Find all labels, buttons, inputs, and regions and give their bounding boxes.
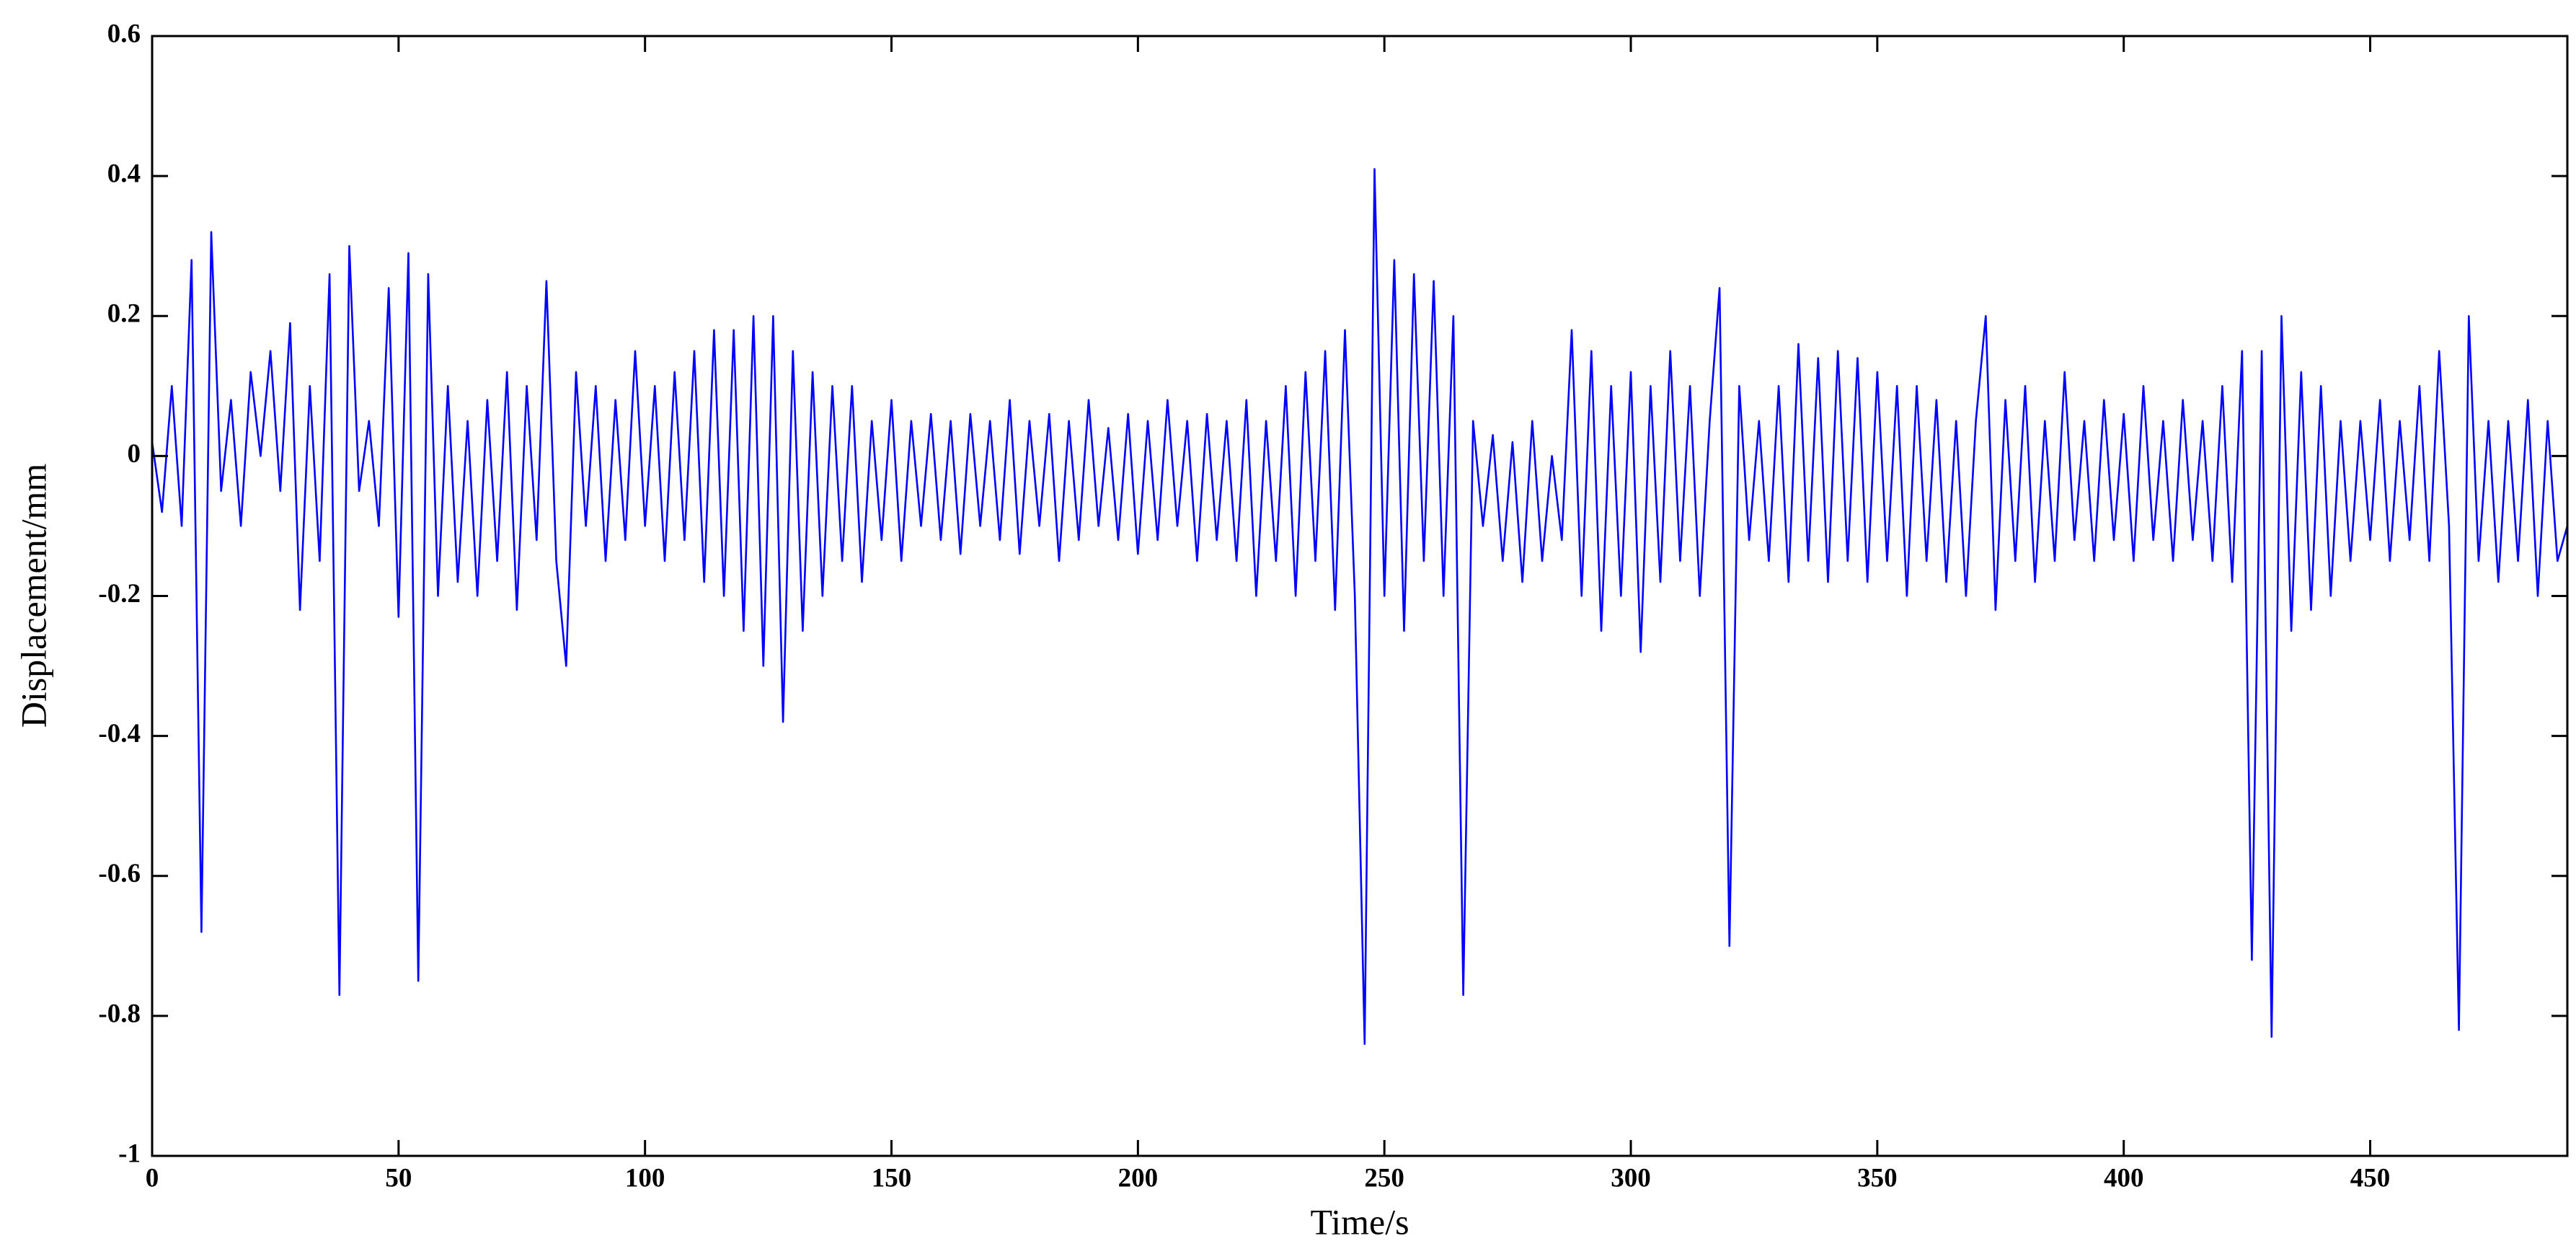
x-tick-label: 350 bbox=[1857, 1163, 1898, 1193]
y-tick-label: -0.4 bbox=[98, 719, 141, 748]
y-tick-label: -1 bbox=[118, 1139, 141, 1168]
x-tick-label: 250 bbox=[1364, 1163, 1404, 1193]
x-tick-label: 150 bbox=[872, 1163, 912, 1193]
x-axis-label: Time/s bbox=[1310, 1201, 1409, 1242]
y-tick-label: -0.2 bbox=[98, 579, 141, 609]
x-tick-label: 50 bbox=[385, 1163, 412, 1193]
x-tick-label: 100 bbox=[625, 1163, 665, 1193]
x-tick-label: 450 bbox=[2350, 1163, 2391, 1193]
y-tick-label: -0.8 bbox=[98, 999, 141, 1028]
y-tick-label: 0.6 bbox=[107, 19, 141, 48]
x-tick-label: 200 bbox=[1118, 1163, 1159, 1193]
x-tick-label: 300 bbox=[1611, 1163, 1651, 1193]
plot-frame bbox=[151, 35, 2569, 1157]
x-tick-label: 400 bbox=[2104, 1163, 2144, 1193]
x-tick-label: 0 bbox=[146, 1163, 159, 1193]
y-tick-label: 0.2 bbox=[107, 299, 141, 329]
y-tick-label: 0.4 bbox=[107, 159, 141, 189]
y-tick-label: -0.6 bbox=[98, 859, 141, 888]
y-axis-label: Displacement/mm bbox=[13, 464, 53, 728]
y-tick-label: 0 bbox=[128, 439, 141, 469]
data-line bbox=[151, 168, 2569, 1045]
